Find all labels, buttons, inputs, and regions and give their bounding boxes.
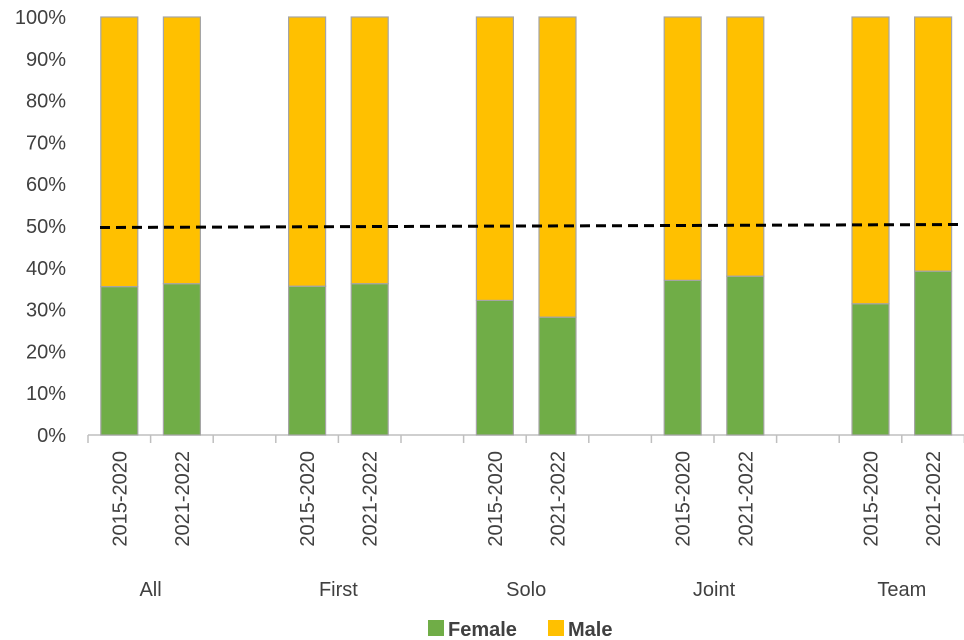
bar-female-first-2021-2022: [350, 283, 389, 436]
x-group-label: Solo: [506, 579, 546, 601]
legend-swatch-female: [428, 620, 444, 636]
legend-swatch-male: [548, 620, 564, 636]
y-tick-label: 60%: [26, 174, 66, 196]
y-tick-label: 40%: [26, 258, 66, 280]
bar-female-team-2021-2022: [913, 270, 953, 436]
bar-female-all-2021-2022: [162, 283, 201, 436]
x-axis-ticks: [87, 435, 964, 443]
y-axis-tick-labels: 0% 10% 20% 30% 40% 50% 60% 70% 80% 90% 100%: [15, 7, 66, 447]
x-group-label: All: [139, 579, 161, 601]
bar-female-team-2015-2020: [851, 303, 890, 436]
bar-male-first-2021-2022: [350, 16, 389, 285]
y-tick-label: 10%: [26, 383, 66, 405]
bar-male-joint-2021-2022: [726, 16, 765, 277]
x-group-label: First: [319, 579, 358, 601]
legend: Female Male: [428, 619, 612, 640]
bar-male-first-2015-2020: [288, 16, 327, 287]
fifty-percent-reference-line: [99, 223, 964, 229]
x-axis-group-labels: All First Solo Joint Team: [139, 579, 926, 601]
x-group-label: Team: [877, 579, 926, 601]
bar-male-all-2021-2022: [162, 16, 201, 285]
legend-label-male: Male: [568, 619, 612, 640]
x-category-label: 2015-2020: [297, 451, 319, 547]
bar-male-team-2021-2022: [913, 16, 953, 272]
bar-female-first-2015-2020: [288, 285, 327, 436]
bars: [100, 16, 953, 436]
bar-female-solo-2021-2022: [538, 316, 577, 436]
x-category-label: 2015-2020: [861, 451, 883, 547]
bar-male-solo-2021-2022: [538, 16, 577, 318]
bar-female-joint-2015-2020: [663, 279, 702, 436]
legend-label-female: Female: [448, 619, 517, 640]
x-group-label: Joint: [693, 579, 736, 601]
bar-female-all-2015-2020: [100, 286, 139, 436]
x-axis-category-labels: 2015-2020 2021-2022 2015-2020 2021-2022 2015…: [109, 451, 945, 547]
x-category-label: 2015-2020: [485, 451, 507, 547]
x-category-label: 2015-2020: [109, 451, 131, 547]
y-tick-label: 100%: [15, 7, 66, 29]
y-tick-label: 20%: [26, 341, 66, 363]
x-category-label: 2021-2022: [923, 451, 945, 547]
y-tick-label: 30%: [26, 300, 66, 322]
bar-male-solo-2015-2020: [475, 16, 514, 302]
x-category-label: 2021-2022: [360, 451, 382, 547]
y-tick-label: 0%: [37, 425, 66, 447]
bar-male-joint-2015-2020: [663, 16, 702, 281]
x-category-label: 2021-2022: [548, 451, 570, 547]
x-category-label: 2021-2022: [735, 451, 757, 547]
bar-male-team-2015-2020: [851, 16, 890, 305]
x-category-label: 2015-2020: [673, 451, 695, 547]
x-category-label: 2021-2022: [172, 451, 194, 547]
bar-male-all-2015-2020: [100, 16, 139, 288]
y-tick-label: 70%: [26, 132, 66, 154]
y-tick-label: 80%: [26, 91, 66, 113]
bar-female-joint-2021-2022: [726, 275, 765, 436]
y-tick-label: 90%: [26, 49, 66, 71]
bar-female-solo-2015-2020: [475, 299, 514, 436]
y-tick-label: 50%: [26, 216, 66, 238]
